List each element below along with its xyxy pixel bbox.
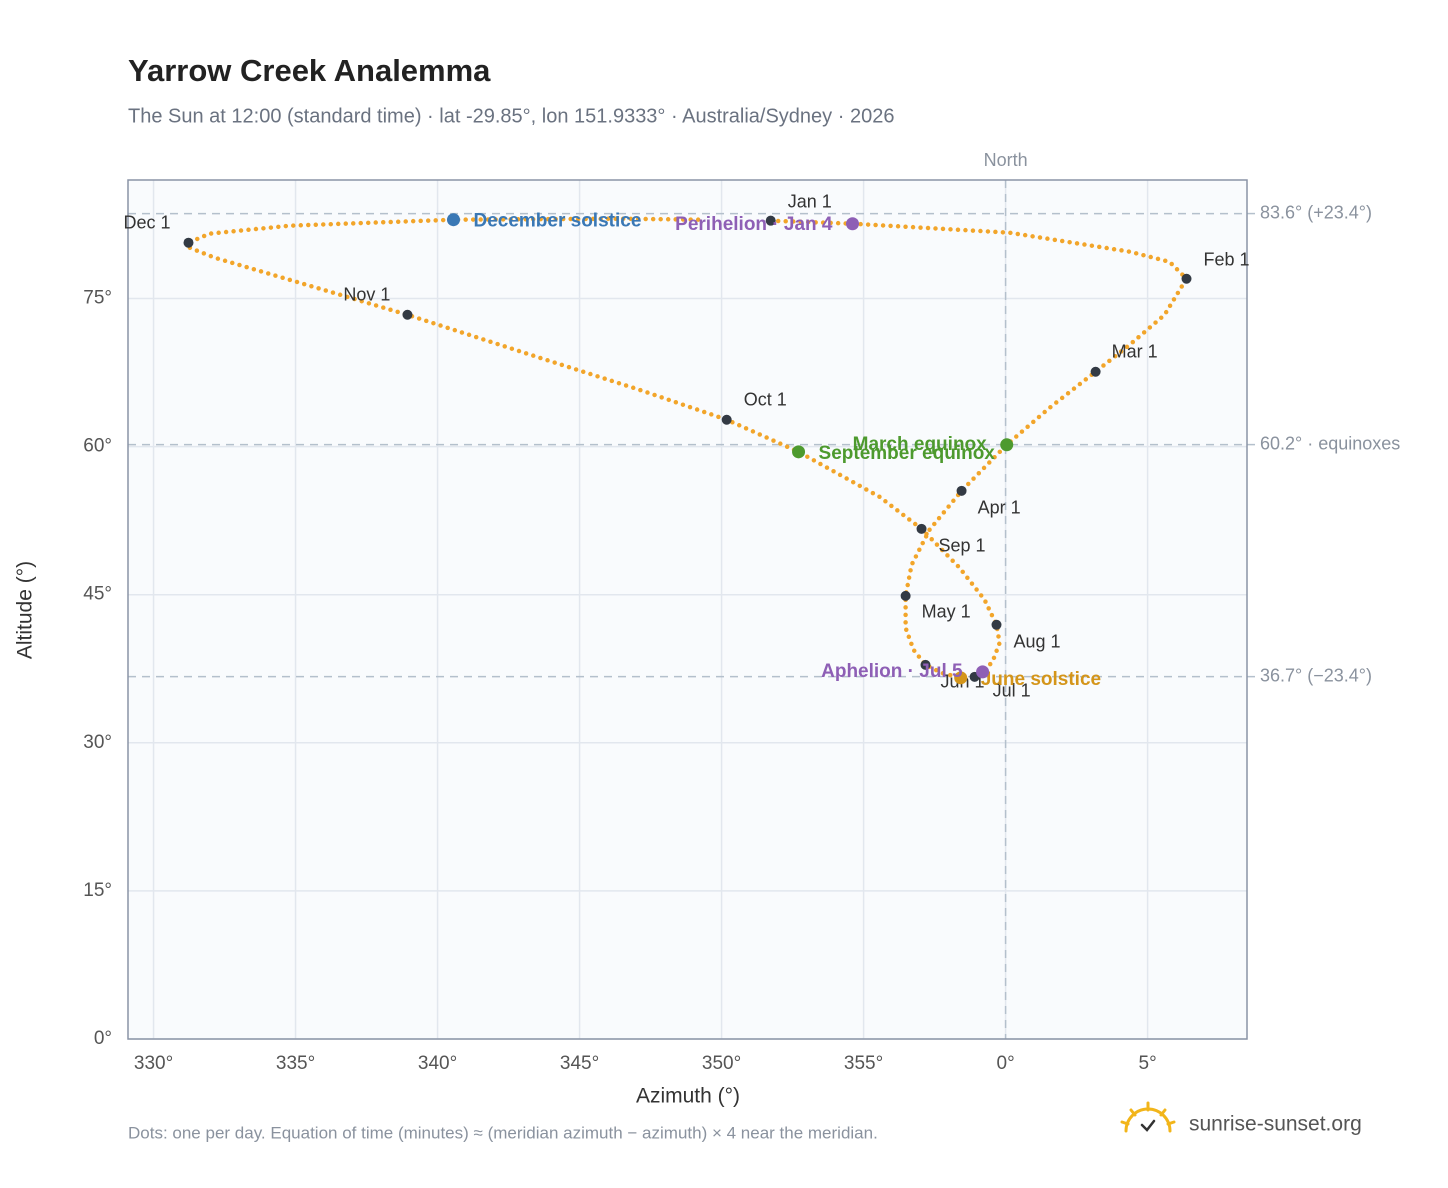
event-marker [976,665,990,679]
month-marker [183,237,194,248]
reference-label: 83.6° (+23.4°) [1260,202,1372,222]
event-label: March equinox [853,434,988,455]
event-label: September equinox [819,443,996,464]
y-tick-label: 75° [83,287,112,308]
x-tick-label: 355° [844,1053,883,1074]
month-marker [402,309,413,320]
footnote: Dots: one per day. Equation of time (min… [128,1123,878,1142]
month-label: Aug 1 [1014,632,1061,652]
event-label: Perihelion · Jan 4 [675,214,833,235]
event-marker [954,671,968,685]
event-marker [792,445,806,459]
month-label: Oct 1 [744,389,787,409]
x-axis-label: Azimuth (°) [636,1085,740,1108]
month-marker [956,485,967,496]
x-tick-label: 330° [134,1053,173,1074]
reference-label: 60.2° · equinoxes [1260,433,1400,453]
month-label: Mar 1 [1112,341,1158,361]
event-label: June solstice [981,669,1101,690]
x-tick-label: 5° [1139,1053,1157,1074]
y-tick-label: 45° [83,584,112,605]
month-label: May 1 [922,602,971,622]
plot-border [127,179,1248,1040]
month-label: Sep 1 [939,536,986,556]
month-label: Dec 1 [123,212,170,232]
y-tick-label: 60° [83,436,112,457]
month-marker [721,414,732,425]
month-marker [916,523,927,534]
event-label: Aphelion · Jul 5 [821,661,963,682]
month-marker [1181,273,1192,284]
event-marker [446,213,460,227]
brand-name: sunrise-sunset.org [1189,1113,1362,1136]
month-marker [991,619,1002,630]
y-axis-label: Altitude (°) [14,561,37,659]
month-label: Feb 1 [1204,249,1250,269]
month-marker [900,590,911,601]
x-tick-label: 350° [702,1053,741,1074]
month-label: Apr 1 [978,498,1021,518]
x-tick-label: 335° [276,1053,315,1074]
month-marker [765,215,776,226]
plot-area [128,180,1247,1039]
month-label: Jan 1 [788,191,832,211]
chart-subtitle: The Sun at 12:00 (standard time) · lat -… [128,105,894,127]
month-label: Jul 1 [993,681,1031,701]
x-tick-label: 340° [418,1053,457,1074]
brand-logo [1120,1101,1176,1133]
event-label: December solstice [473,211,641,232]
x-tick-label: 345° [560,1053,599,1074]
y-tick-label: 30° [83,732,112,753]
month-marker [920,659,931,670]
x-tick-label: 0° [997,1053,1015,1074]
month-marker [1090,366,1101,377]
y-tick-label: 0° [94,1028,112,1049]
month-label: Nov 1 [343,285,390,305]
reference-label: 36.7° (−23.4°) [1260,665,1372,685]
y-tick-label: 15° [83,880,112,901]
chart-title: Yarrow Creek Analemma [128,53,491,88]
event-marker [1000,438,1014,452]
event-marker [846,217,860,231]
meridian-label: North [984,150,1028,170]
